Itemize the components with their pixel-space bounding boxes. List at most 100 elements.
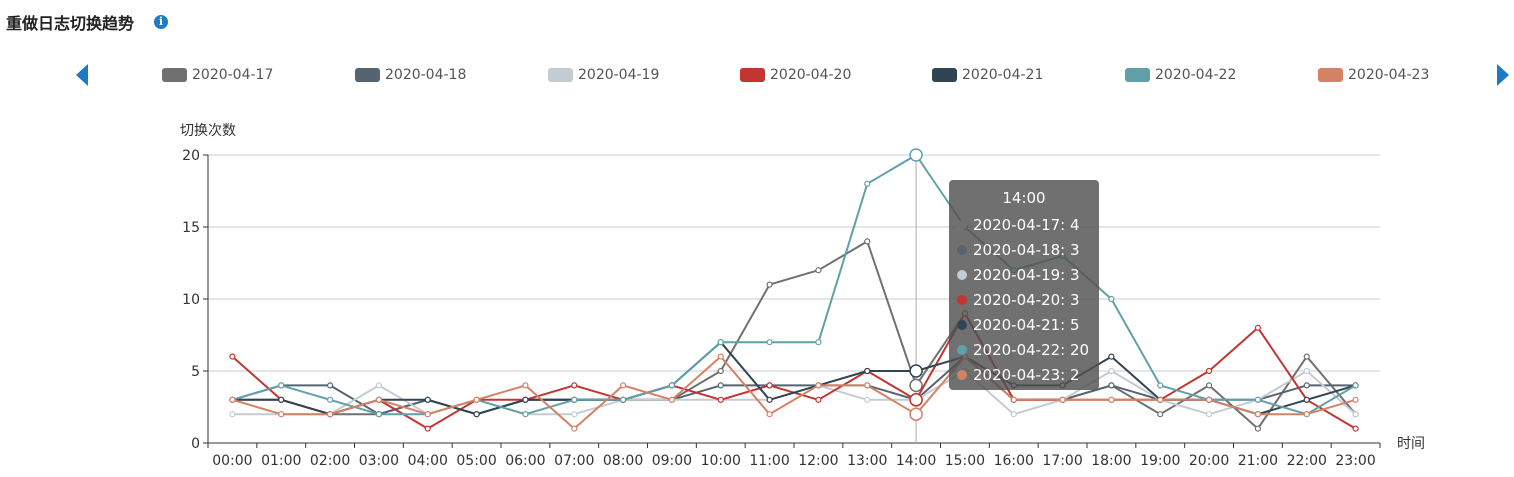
data-point xyxy=(815,339,822,346)
legend-item-2020-04-18[interactable]: 2020-04-18 xyxy=(355,64,466,86)
data-point xyxy=(864,382,871,389)
tooltip-row: 2020-04-19: 3 xyxy=(949,262,1099,287)
legend: 2020-04-17 2020-04-18 2020-04-19 2020-04-20… xyxy=(0,64,1514,86)
tooltip-value: 2020-04-20: 3 xyxy=(973,290,1080,309)
data-point xyxy=(815,396,822,403)
data-point xyxy=(909,378,923,393)
data-point xyxy=(1303,367,1310,375)
data-point xyxy=(1157,396,1164,403)
data-point xyxy=(473,411,480,418)
data-point xyxy=(909,364,923,378)
data-point xyxy=(1108,353,1115,360)
data-point xyxy=(1254,396,1262,403)
x-tick-label: 13:00 xyxy=(847,453,887,469)
data-point xyxy=(1352,382,1359,389)
data-point xyxy=(766,339,773,346)
y-tick-label: 15 xyxy=(182,220,200,236)
data-point xyxy=(864,396,871,403)
tooltip-title: 14:00 xyxy=(1002,189,1046,207)
x-tick-label: 00:00 xyxy=(212,453,252,469)
legend-item-2020-04-21[interactable]: 2020-04-21 xyxy=(932,64,1043,86)
legend-swatch xyxy=(548,68,573,82)
x-tick-label: 08:00 xyxy=(603,453,643,469)
data-point xyxy=(1108,367,1115,375)
data-point xyxy=(668,396,676,403)
data-point xyxy=(619,396,627,403)
tooltip-value: 2020-04-19: 3 xyxy=(973,265,1080,284)
tooltip-value: 2020-04-23: 2 xyxy=(973,365,1080,384)
data-point xyxy=(571,425,578,432)
legend-item-2020-04-17[interactable]: 2020-04-17 xyxy=(162,64,273,86)
legend-item-2020-04-23[interactable]: 2020-04-23 xyxy=(1318,64,1429,86)
x-tick-label: 05:00 xyxy=(456,453,496,469)
y-tick-label: 0 xyxy=(191,436,200,452)
tooltip-dot xyxy=(957,244,967,255)
data-point xyxy=(1352,425,1359,432)
x-tick-label: 10:00 xyxy=(701,453,741,469)
data-point xyxy=(326,396,334,403)
x-tick-label: 22:00 xyxy=(1287,453,1327,469)
data-point xyxy=(278,396,285,403)
tooltip-value: 2020-04-21: 5 xyxy=(973,315,1080,334)
data-point xyxy=(1108,295,1115,303)
data-point xyxy=(1157,411,1164,418)
tooltip-dot xyxy=(957,344,967,355)
x-tick-label: 02:00 xyxy=(310,453,350,469)
legend-next-button[interactable] xyxy=(1497,64,1509,86)
data-point xyxy=(1303,353,1310,360)
data-point xyxy=(571,382,578,389)
data-point xyxy=(229,411,236,418)
data-point xyxy=(1157,382,1164,389)
legend-item-2020-04-22[interactable]: 2020-04-22 xyxy=(1125,64,1236,86)
data-point xyxy=(571,396,578,403)
data-point xyxy=(1108,382,1115,389)
x-tick-label: 17:00 xyxy=(1042,453,1082,469)
legend-label: 2020-04-21 xyxy=(962,67,1044,83)
x-tick-label: 12:00 xyxy=(798,453,838,469)
data-point xyxy=(815,267,822,274)
tooltip-value: 2020-04-18: 3 xyxy=(973,240,1080,259)
data-point xyxy=(909,148,923,162)
legend-swatch xyxy=(740,68,765,82)
tooltip-row: 2020-04-21: 5 xyxy=(949,312,1099,337)
chart-tooltip: 14:00 2020-04-17: 4 2020-04-18: 3 2020-04-… xyxy=(949,180,1099,390)
x-tick-label: 07:00 xyxy=(554,453,594,469)
data-point xyxy=(1059,396,1066,403)
data-point xyxy=(424,411,431,418)
data-point xyxy=(1108,396,1115,403)
data-point xyxy=(766,411,773,418)
data-point xyxy=(424,425,431,432)
data-point xyxy=(909,407,923,421)
legend-item-2020-04-19[interactable]: 2020-04-19 xyxy=(548,64,659,86)
tooltip-value: 2020-04-17: 4 xyxy=(973,215,1080,234)
x-tick-label: 14:00 xyxy=(896,453,936,469)
legend-label: 2020-04-20 xyxy=(770,67,852,83)
tooltip-dot xyxy=(957,369,967,380)
data-point xyxy=(717,382,724,389)
data-point xyxy=(717,353,724,360)
data-point xyxy=(909,393,923,407)
x-tick-label: 01:00 xyxy=(261,453,301,469)
y-tick-label: 10 xyxy=(182,292,200,308)
legend-swatch xyxy=(1125,68,1150,82)
legend-prev-button[interactable] xyxy=(76,64,88,86)
x-tick-label: 09:00 xyxy=(652,453,692,469)
data-point xyxy=(1303,382,1310,389)
data-point xyxy=(229,353,236,360)
data-point xyxy=(864,238,871,245)
data-point xyxy=(1254,324,1262,331)
info-icon[interactable]: i xyxy=(154,15,169,29)
x-axis-label: 时间 xyxy=(1397,436,1425,452)
tooltip-dot xyxy=(957,219,967,230)
legend-label: 2020-04-22 xyxy=(1155,67,1237,83)
x-tick-label: 11:00 xyxy=(749,453,789,469)
series-line-2020-04-22 xyxy=(232,154,1357,416)
data-point xyxy=(375,396,383,403)
tooltip-row: 2020-04-18: 3 xyxy=(949,237,1099,262)
data-point xyxy=(522,411,529,418)
data-point xyxy=(278,411,285,418)
legend-item-2020-04-20[interactable]: 2020-04-20 xyxy=(740,64,851,86)
data-point xyxy=(278,382,285,389)
data-point xyxy=(1205,396,1213,403)
